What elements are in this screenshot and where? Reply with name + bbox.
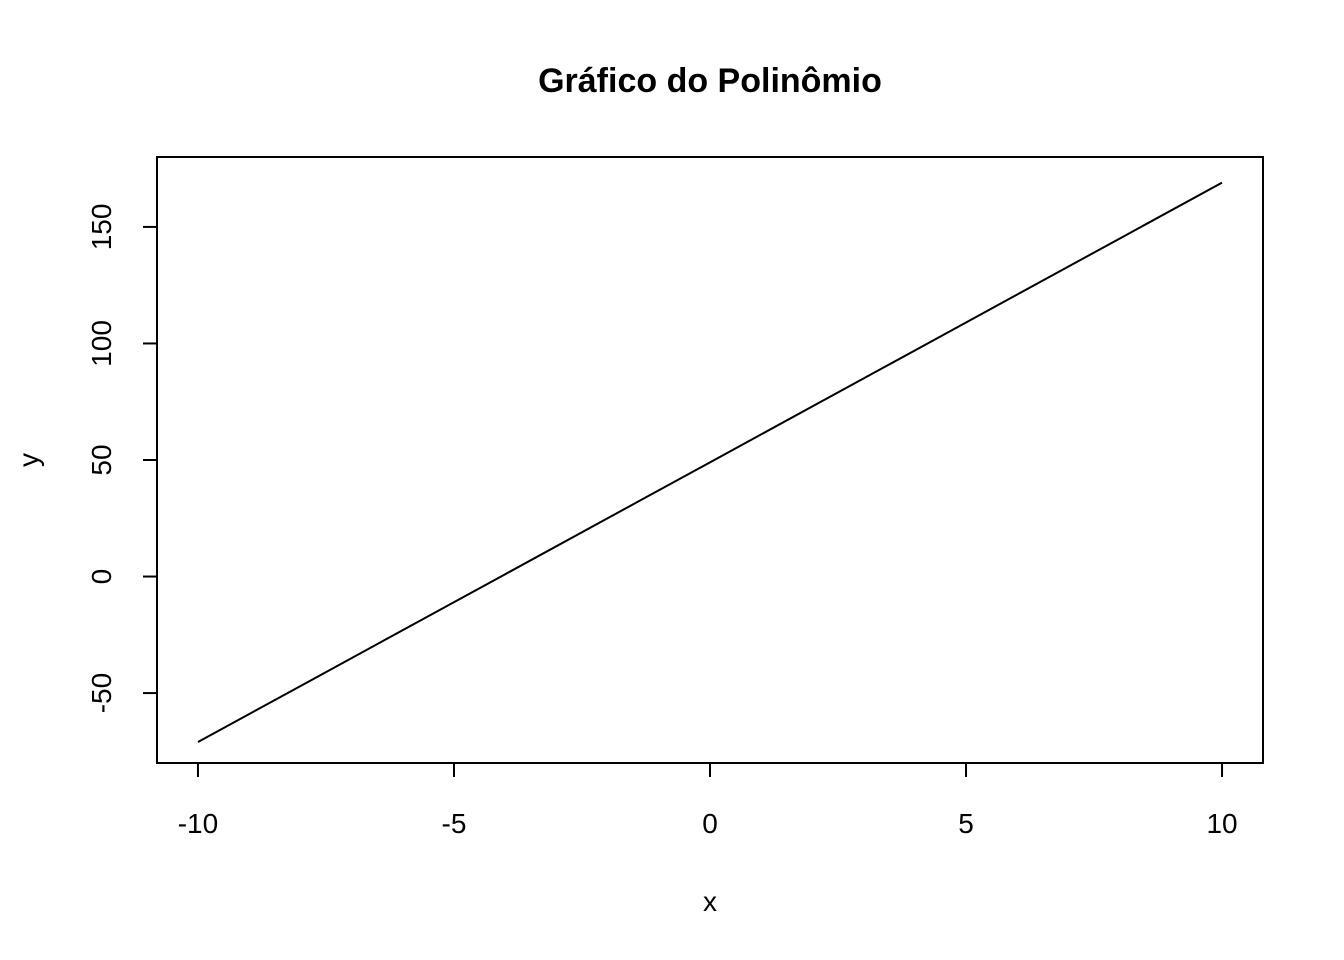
series-line: [197, 181, 1223, 743]
y-tick-label: -50: [86, 673, 117, 713]
x-tick-label: 0: [702, 808, 718, 839]
x-tick-label: 10: [1206, 808, 1237, 839]
series-layer: [197, 181, 1223, 743]
x-tick-label: 5: [958, 808, 974, 839]
x-axis-label: x: [703, 886, 717, 917]
y-tick-label: 150: [86, 204, 117, 251]
x-tick-label: -10: [178, 808, 218, 839]
y-tick-label: 0: [86, 569, 117, 585]
plot-area-frame: [156, 156, 1264, 764]
y-axis-label: y: [13, 453, 44, 467]
y-tick-label: 50: [86, 444, 117, 475]
chart-title: Gráfico do Polinômio: [538, 62, 882, 100]
y-axis: -50 0 50 100 150: [86, 204, 158, 713]
x-tick-label: -5: [442, 808, 467, 839]
x-axis: -10 -5 0 5 10: [178, 762, 1238, 839]
y-tick-label: 100: [86, 320, 117, 367]
